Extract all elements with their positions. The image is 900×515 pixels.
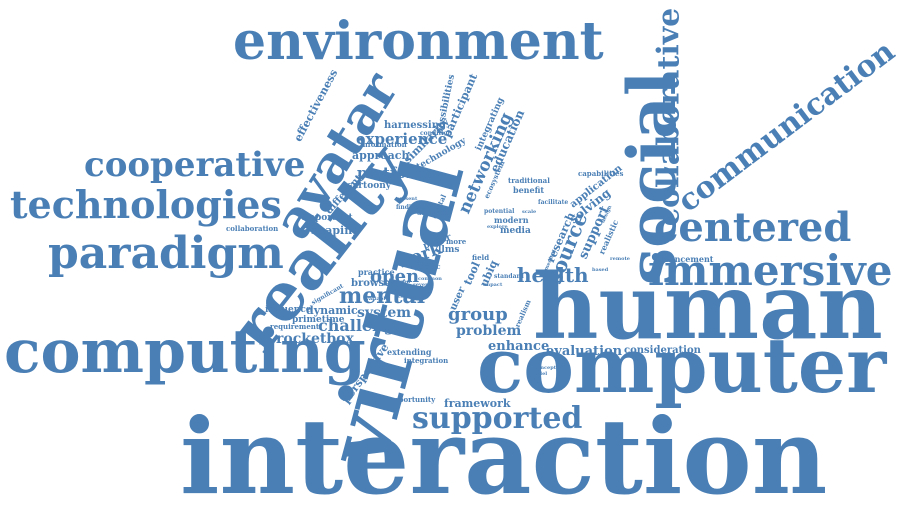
word-influence: influence [265, 305, 312, 315]
word-supported: supported [412, 401, 583, 436]
word-new: new [437, 177, 449, 183]
word-harnessing: harnessing [384, 120, 446, 131]
word-advancement: advancement [654, 254, 714, 264]
word-rocketbox: rocketbox [276, 331, 354, 347]
word-system: system [357, 305, 412, 321]
word-media: media [500, 226, 531, 236]
word-several: several [413, 282, 433, 288]
word-collaboration: collaboration [226, 224, 279, 233]
word-practice: practice [358, 267, 395, 277]
word-more: more [446, 237, 467, 246]
word-extending: extending [387, 347, 432, 357]
word-based: based [592, 267, 609, 273]
word-technologies: technologies [10, 182, 282, 227]
word-paradigm: paradigm [48, 228, 284, 279]
word-information: information [360, 140, 407, 149]
word-context: context [398, 294, 419, 300]
word-group: group [448, 304, 508, 325]
word-designed: designed [417, 210, 448, 217]
word-cooperative: cooperative [84, 145, 306, 185]
word-common: common [418, 276, 442, 282]
word-consideration: consideration [624, 345, 701, 356]
word-standard: standard [494, 273, 524, 280]
word-interaction: interaction [180, 395, 828, 515]
word-explore: explore [487, 224, 508, 230]
word-enhance: enhance [488, 339, 550, 354]
word-computing: computing [4, 317, 366, 387]
word-framework: framework [444, 397, 511, 410]
word-benefit: benefit [513, 185, 545, 195]
word-impact: impact [483, 282, 503, 288]
word-present: present [396, 196, 418, 202]
word-concept: concept [534, 365, 557, 371]
word-important: important [302, 213, 353, 223]
word-traditional: traditional [508, 176, 550, 185]
word-person: person [391, 279, 411, 285]
word-shaping: shaping [311, 224, 360, 237]
word-specific: specific [411, 262, 441, 271]
word-condition: condition [420, 130, 452, 137]
word-experience: experience [356, 130, 448, 148]
word-collaborative: collaborative [651, 7, 687, 227]
word-finding: finding [396, 204, 420, 211]
word-cartoony: cartoony [347, 181, 391, 191]
word-field: field [472, 253, 490, 262]
word-platform: platform [357, 164, 431, 182]
word-integration: integration [404, 356, 449, 365]
word-variable: variable [366, 296, 389, 302]
word-primetime: primetime [292, 315, 345, 325]
word-browser: browser [351, 278, 396, 289]
word-open: open [370, 266, 420, 287]
word-requirement: requirement [270, 322, 320, 331]
word-centered: centered [654, 204, 852, 251]
word-modern: modern [494, 215, 529, 225]
word-remote: remote [610, 256, 630, 262]
word-scale: scale [522, 209, 537, 215]
word-llms: llms [438, 245, 460, 255]
word-challenge: challenge [318, 316, 406, 335]
word-health: health [517, 263, 589, 287]
word-mental: mental [339, 283, 426, 309]
word-human: human [533, 254, 883, 360]
word-evaluation: evaluation [546, 344, 623, 359]
word-immersive: immersive [648, 246, 893, 295]
word-approach: approach [352, 149, 410, 162]
word-computer: computer [477, 321, 887, 410]
word-dynamic: dynamic [306, 304, 358, 317]
word-environment: environment [233, 11, 604, 72]
word-capabilities: capabilities [578, 169, 624, 178]
word-problem: problem [456, 323, 522, 339]
word-facilitate: facilitate [538, 199, 569, 206]
word-communication: communication [671, 33, 900, 220]
word-potential: potential [484, 208, 515, 215]
word-opportunity: opportunity [389, 395, 436, 404]
word-model: model [530, 371, 548, 377]
